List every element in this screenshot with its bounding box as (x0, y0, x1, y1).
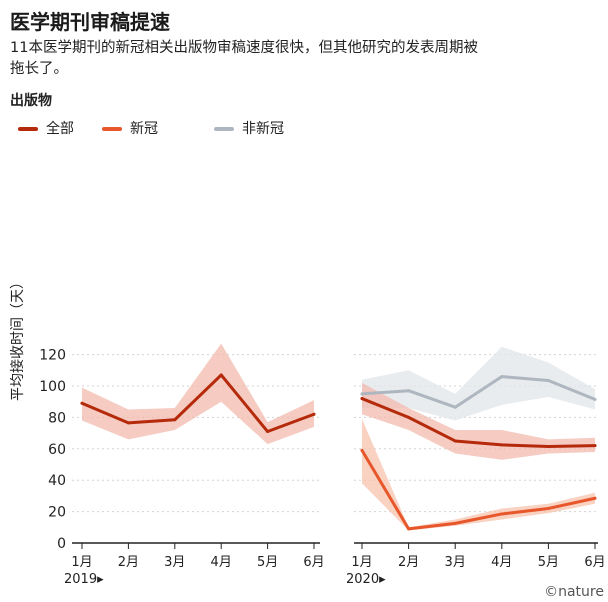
legend-swatch-noncovid (214, 127, 234, 131)
legend-item-noncovid: 非新冠 (214, 118, 284, 138)
point-all-panel-1-2 (126, 421, 130, 425)
point-all-panel-2-2 (407, 415, 411, 419)
x-tick-label-panel-1-5: 5月 (257, 555, 278, 570)
point-noncovid-panel-2-4 (500, 375, 504, 379)
legend-label-noncovid: 非新冠 (242, 121, 284, 137)
section-label: 出版物 (10, 93, 52, 109)
year-label-panel-2: 2020▸ (346, 572, 386, 587)
legend-swatch-covid (102, 127, 122, 131)
point-all-panel-1-1 (80, 401, 84, 405)
x-tick-label-panel-2-1: 1月 (351, 555, 372, 570)
x-tick-label-panel-2-3: 3月 (445, 555, 466, 570)
legend-item-covid: 新冠 (102, 118, 158, 138)
point-covid-panel-2-4 (500, 512, 504, 516)
point-covid-panel-2-1 (360, 448, 364, 452)
y-tick-label-100: 100 (39, 379, 66, 395)
point-all-panel-1-4 (219, 373, 223, 377)
point-all-panel-2-1 (360, 397, 364, 401)
y-tick-label-60: 60 (48, 442, 66, 458)
legend-label-all: 全部 (46, 121, 74, 137)
series-lines (80, 373, 597, 531)
line-all-panel-1 (80, 373, 316, 434)
point-noncovid-panel-2-2 (407, 389, 411, 393)
point-all-panel-1-3 (173, 418, 177, 422)
point-covid-panel-2-3 (453, 521, 457, 525)
x-tick-label-panel-1-1: 1月 (71, 555, 92, 570)
point-all-panel-1-6 (312, 412, 316, 416)
point-all-panel-2-6 (593, 444, 597, 448)
x-tick-label-panel-1-4: 4月 (211, 555, 232, 570)
point-noncovid-panel-2-6 (593, 397, 597, 401)
axes: 0 20 40 60 80 100 120 1月 2月 3月 4月 5月 6月 2019▸ 1月 2月 3月 4月… (39, 348, 605, 587)
band-all-panel-1 (82, 343, 314, 445)
x-tick-label-panel-2-2: 2月 (398, 555, 419, 570)
line-noncovid-panel-2 (360, 375, 597, 409)
bands (82, 343, 595, 531)
line-all-panel-2 (360, 397, 597, 448)
point-all-panel-2-4 (500, 443, 504, 447)
y-axis-label: 平均接收时间（天） (9, 275, 26, 401)
x-tick-label-panel-2-5: 5月 (538, 555, 559, 570)
point-all-panel-1-5 (266, 430, 270, 434)
y-tick-label-80: 80 (48, 410, 66, 426)
line-covid-panel-2 (360, 448, 597, 531)
legend-item-all: 全部 (18, 118, 74, 138)
band-all-panel-2 (362, 382, 595, 460)
y-tick-label-40: 40 (48, 473, 66, 489)
point-noncovid-panel-2-3 (453, 405, 457, 409)
x-tick-label-panel-2-6: 6月 (584, 555, 605, 570)
point-covid-panel-2-6 (593, 496, 597, 500)
point-noncovid-panel-2-1 (360, 392, 364, 396)
legend-label-covid: 新冠 (130, 121, 158, 137)
page-subtitle: 11本医学期刊的新冠相关出版物审稿速度很快，但其他研究的发表周期被拖长了。 (10, 40, 478, 77)
y-tick-label-20: 20 (48, 505, 66, 521)
x-tick-label-panel-1-3: 3月 (164, 555, 185, 570)
x-tick-label-panel-1-2: 2月 (118, 555, 139, 570)
y-tick-label-120: 120 (39, 348, 66, 364)
legend-swatch-all (18, 127, 38, 131)
x-tick-label-panel-1-6: 6月 (303, 555, 324, 570)
page-title: 医学期刊审稿提速 (10, 10, 170, 34)
y-tick-label-0: 0 (57, 536, 66, 552)
x-tick-label-panel-2-4: 4月 (491, 555, 512, 570)
point-all-panel-2-3 (453, 439, 457, 443)
point-all-panel-2-5 (546, 444, 550, 448)
band-noncovid-panel-2 (362, 346, 595, 421)
year-label-panel-1: 2019▸ (64, 572, 104, 587)
credit: ©nature (544, 584, 604, 600)
point-covid-panel-2-2 (407, 527, 411, 531)
point-covid-panel-2-5 (546, 506, 550, 510)
point-noncovid-panel-2-5 (546, 379, 550, 383)
